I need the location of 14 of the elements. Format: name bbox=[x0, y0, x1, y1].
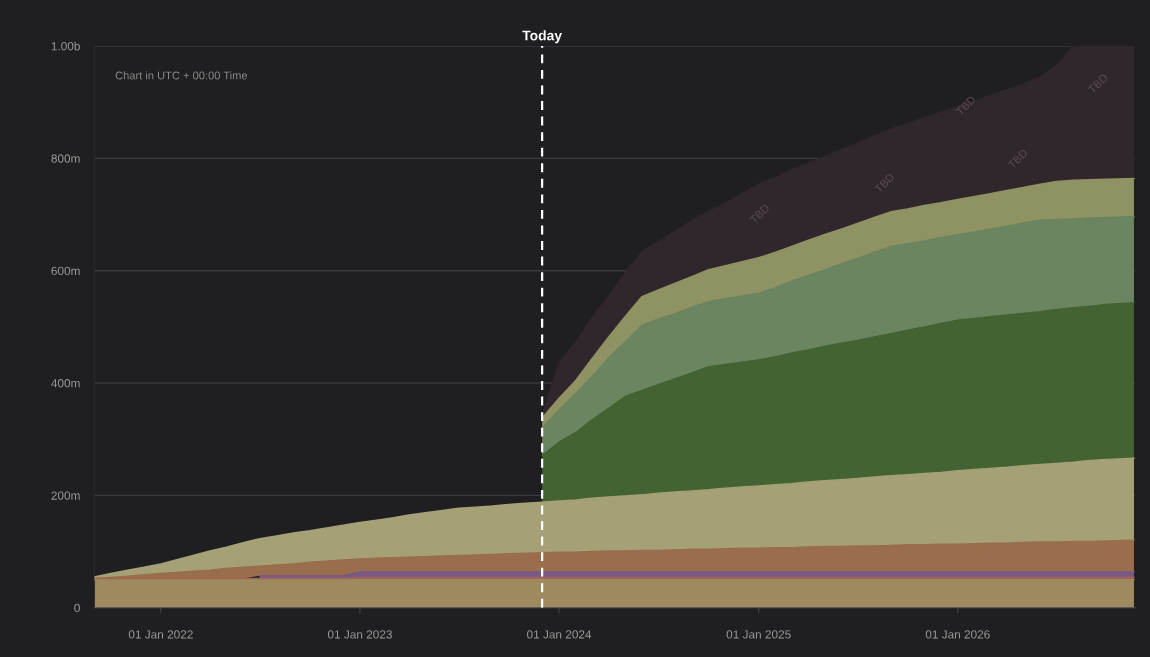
y-tick-label: 1.00b bbox=[51, 41, 80, 51]
x-tick-label: 01 Jan 2025 bbox=[726, 630, 791, 639]
annotation: Chart in UTC + 00:00 Time bbox=[115, 71, 248, 80]
y-tick-label: 600m bbox=[51, 266, 80, 276]
x-tick-label: 01 Jan 2026 bbox=[925, 630, 990, 639]
y-tick-label: 200m bbox=[51, 491, 80, 500]
x-tick-label: 01 Jan 2022 bbox=[128, 630, 193, 639]
y-tick-label: 400m bbox=[51, 379, 80, 388]
ref-line-label: Today bbox=[522, 30, 562, 44]
x-tick-label: 01 Jan 2023 bbox=[327, 630, 392, 639]
y-tick-label: 0 bbox=[74, 603, 80, 613]
annotation: TBD bbox=[955, 95, 976, 116]
x-tick-label: 01 Jan 2024 bbox=[527, 630, 592, 639]
y-tick-label: 800m bbox=[51, 154, 80, 163]
